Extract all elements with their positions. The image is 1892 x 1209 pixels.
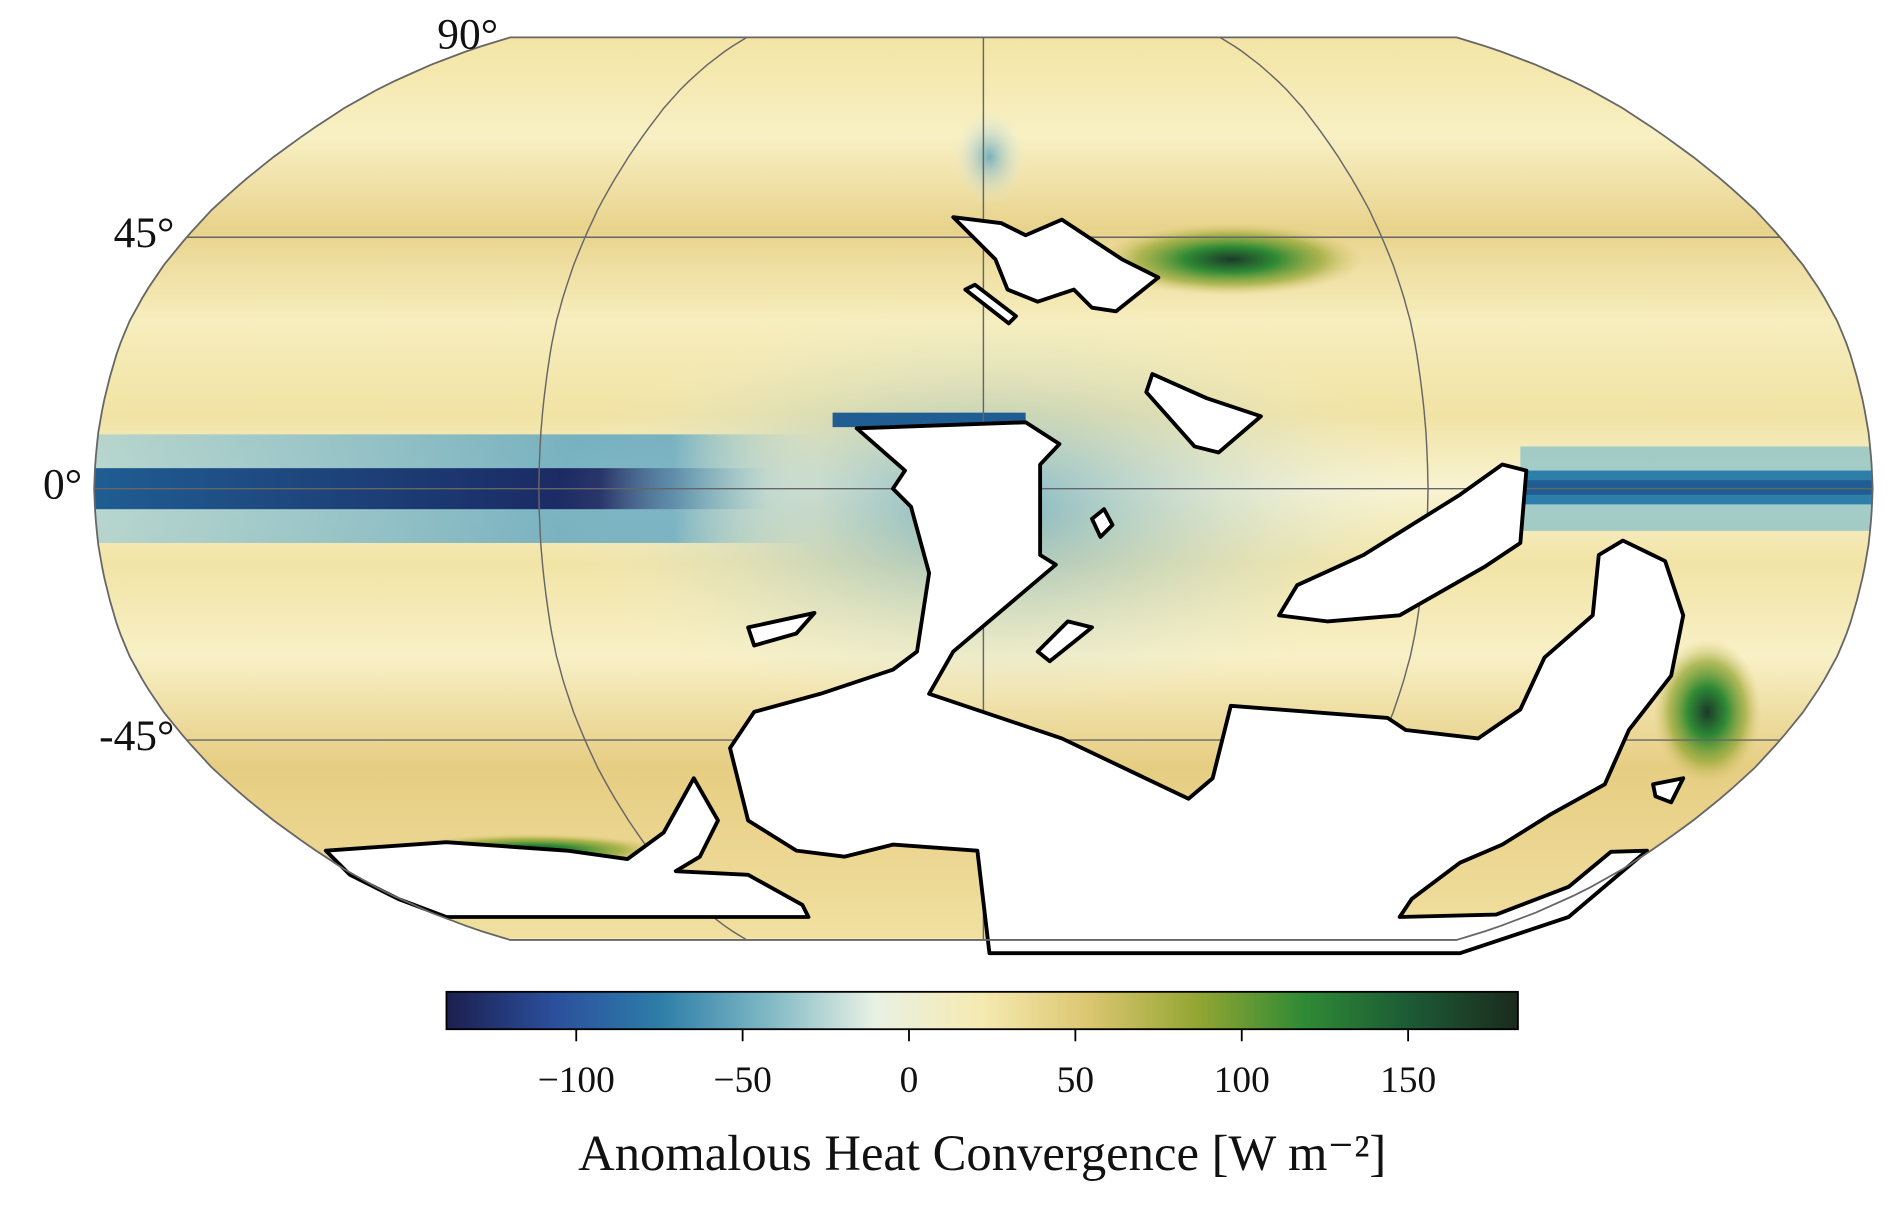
- continent: [951, 215, 1161, 314]
- field-cut: [94, 938, 1873, 940]
- colorbar-tick-label: 100: [1214, 1060, 1270, 1101]
- map-outline: [93, 36, 1874, 941]
- island: [963, 282, 1018, 326]
- y-tick-label: 90°: [437, 11, 498, 59]
- field-anomaly: [953, 108, 1026, 206]
- island: [1651, 776, 1686, 805]
- colorbar-tick-label: 150: [1380, 1060, 1436, 1101]
- field-anomaly: [1653, 639, 1762, 785]
- continent: [1277, 462, 1529, 624]
- continents: [323, 215, 1686, 956]
- continent: [728, 420, 1686, 956]
- colorbar-scale: [445, 990, 1519, 1031]
- colorbar-label: Anomalous Heat Convergence [W m⁻²]: [578, 1125, 1386, 1181]
- island: [1144, 372, 1263, 455]
- island: [1035, 619, 1094, 664]
- colorbar-tick-label: 0: [900, 1060, 919, 1101]
- island: [1090, 507, 1115, 539]
- y-tick-label: 0°: [43, 461, 82, 509]
- colorbar: Anomalous Heat Convergence [W m⁻²] −100 −…: [445, 990, 1519, 1181]
- y-tick-label: 45°: [114, 209, 175, 257]
- colorbar-tick-label: −50: [713, 1060, 771, 1101]
- latitude-labels: 90° 45° 0° -45°: [43, 11, 498, 760]
- colorbar-tick-label: 50: [1057, 1060, 1094, 1101]
- colorbar-tick-label: −100: [538, 1060, 615, 1101]
- field-equatorial-band: [1520, 480, 1873, 495]
- y-tick-label: -45°: [99, 712, 174, 760]
- field-anomaly: [1098, 223, 1364, 296]
- island: [746, 611, 817, 648]
